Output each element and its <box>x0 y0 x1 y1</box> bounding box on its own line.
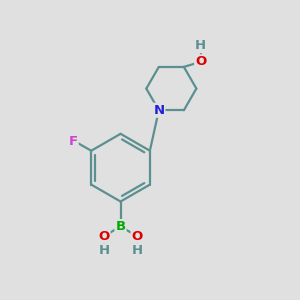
Text: O: O <box>131 230 143 243</box>
Text: O: O <box>195 55 206 68</box>
Text: O: O <box>98 230 110 243</box>
Text: H: H <box>132 244 143 257</box>
Text: B: B <box>116 220 126 233</box>
Text: H: H <box>98 244 110 257</box>
Text: H: H <box>195 39 206 52</box>
Text: F: F <box>69 135 78 148</box>
Text: N: N <box>153 104 164 117</box>
